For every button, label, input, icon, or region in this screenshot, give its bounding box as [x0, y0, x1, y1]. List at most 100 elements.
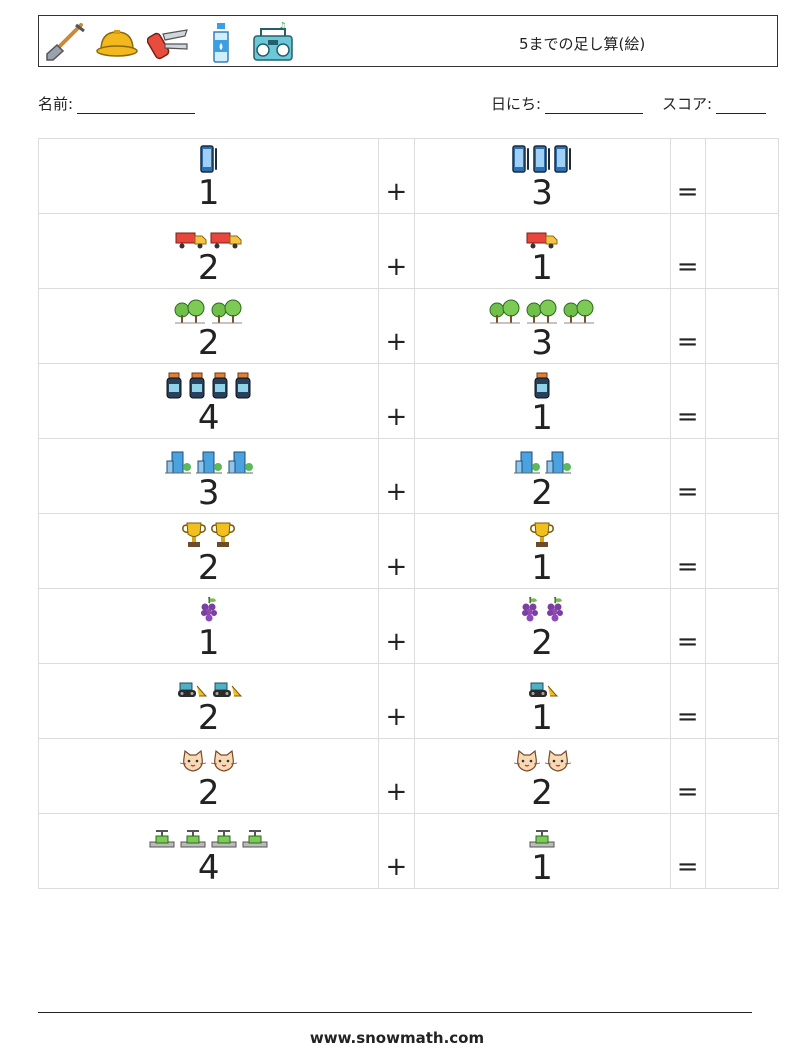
operand-b-number: 3	[531, 323, 553, 363]
answer-cell[interactable]	[704, 288, 780, 364]
name-label: 名前:	[38, 95, 74, 113]
operand-a-number: 1	[197, 173, 220, 213]
problem-row: 2 +3 =	[37, 288, 780, 364]
problem-row: 2 +1 =	[37, 513, 780, 589]
trees-icon	[173, 299, 207, 325]
problem-row: 2 +1 =	[37, 213, 780, 289]
building-icon	[195, 449, 223, 475]
operand-b-number: 3	[531, 173, 553, 213]
jar-icon	[210, 372, 230, 400]
operand-b-number: 2	[531, 773, 553, 813]
cat-icon	[544, 749, 572, 775]
equals-cell-sign: =	[676, 852, 699, 882]
operand-b-icons	[415, 366, 670, 400]
operand-a-cell: 1	[37, 588, 380, 664]
operand-b-icons	[415, 516, 670, 550]
footer-divider	[38, 1012, 752, 1013]
equals-cell: =	[669, 363, 706, 439]
hard-hat-icon	[96, 30, 138, 57]
trees-icon	[525, 299, 559, 325]
truck-icon	[526, 230, 558, 250]
answer-cell[interactable]	[704, 738, 780, 814]
jar-icon	[233, 372, 253, 400]
problem-row: 1 +3 =	[37, 138, 780, 214]
trees-icon	[562, 299, 596, 325]
operand-a-icons	[39, 816, 378, 850]
operand-b-cell: 1	[413, 663, 671, 739]
valve-icon	[528, 828, 556, 850]
problem-row: 2 +1 =	[37, 663, 780, 739]
date-field: 日にち:	[491, 93, 644, 114]
jar-icon	[532, 372, 552, 400]
plus-cell-sign: +	[385, 702, 408, 732]
answer-cell[interactable]	[704, 813, 780, 889]
name-blank[interactable]	[77, 99, 196, 114]
answer-cell[interactable]	[704, 438, 780, 514]
building-icon	[544, 449, 572, 475]
bulldozer-icon	[175, 678, 208, 700]
problem-row: 3 +2 =	[37, 438, 780, 514]
score-blank[interactable]	[716, 99, 767, 114]
worksheet-header: ♫ 5までの足し算(絵)	[38, 15, 778, 67]
equals-cell-sign: =	[676, 402, 699, 432]
equals-cell-sign: =	[676, 777, 699, 807]
plus-cell: +	[378, 363, 415, 439]
operand-a-number: 3	[197, 473, 220, 513]
operand-a-icons	[39, 366, 378, 400]
plus-cell-sign: +	[385, 552, 408, 582]
equals-cell: =	[669, 588, 706, 664]
jar-icon	[187, 372, 207, 400]
header-icon-strip: ♫	[43, 19, 295, 65]
problem-grid: 1 +3 = 2 +1 = 2 +3 = 4 +1 = 3 +2 = 2 +1 = 1 +2 = 2 +1 = 2 +2 = 4 +1 =	[37, 138, 780, 889]
building-icon	[513, 449, 541, 475]
plus-cell: +	[378, 138, 415, 214]
radio-icon: ♫	[253, 21, 293, 61]
answer-cell[interactable]	[704, 513, 780, 589]
plus-cell: +	[378, 738, 415, 814]
operand-b-icons	[415, 216, 670, 250]
valve-icon	[179, 828, 207, 850]
plus-cell: +	[378, 663, 415, 739]
operand-a-number: 4	[197, 848, 220, 888]
cat-icon	[513, 749, 541, 775]
operand-b-cell: 1	[413, 513, 671, 589]
plus-cell-sign: +	[385, 777, 408, 807]
grapes-icon	[519, 595, 541, 625]
worksheet-title: 5までの足し算(絵)	[519, 35, 646, 53]
operand-b-cell: 1	[413, 363, 671, 439]
grapes-icon	[198, 595, 220, 625]
plus-cell-sign: +	[385, 177, 408, 207]
answer-cell[interactable]	[704, 213, 780, 289]
answer-cell[interactable]	[704, 588, 780, 664]
answer-cell[interactable]	[704, 663, 780, 739]
pocket-knife-icon	[147, 29, 188, 60]
operand-a-cell: 2	[37, 213, 380, 289]
cat-icon	[179, 749, 207, 775]
tablet-icon	[554, 145, 572, 175]
operand-b-number: 1	[531, 398, 553, 438]
operand-b-number: 1	[531, 548, 553, 588]
water-bottle-icon	[213, 23, 229, 63]
operand-b-number: 1	[531, 698, 553, 738]
operand-a-number: 2	[197, 323, 220, 363]
operand-a-number: 2	[197, 548, 220, 588]
plus-cell: +	[378, 813, 415, 889]
operand-a-cell: 3	[37, 438, 380, 514]
valve-icon	[148, 828, 176, 850]
equals-cell-sign: =	[676, 702, 699, 732]
building-icon	[226, 449, 254, 475]
operand-a-cell: 1	[37, 138, 380, 214]
date-blank[interactable]	[545, 99, 644, 114]
operand-a-icons	[39, 741, 378, 775]
operand-a-icons	[39, 291, 378, 325]
operand-a-number: 2	[197, 698, 220, 738]
truck-icon	[210, 230, 242, 250]
operand-a-icons	[39, 141, 378, 175]
answer-cell[interactable]	[704, 363, 780, 439]
operand-b-cell: 1	[413, 813, 671, 889]
equals-cell: =	[669, 513, 706, 589]
valve-icon	[210, 828, 238, 850]
tablet-icon	[512, 145, 530, 175]
plus-cell: +	[378, 588, 415, 664]
answer-cell[interactable]	[704, 138, 780, 214]
